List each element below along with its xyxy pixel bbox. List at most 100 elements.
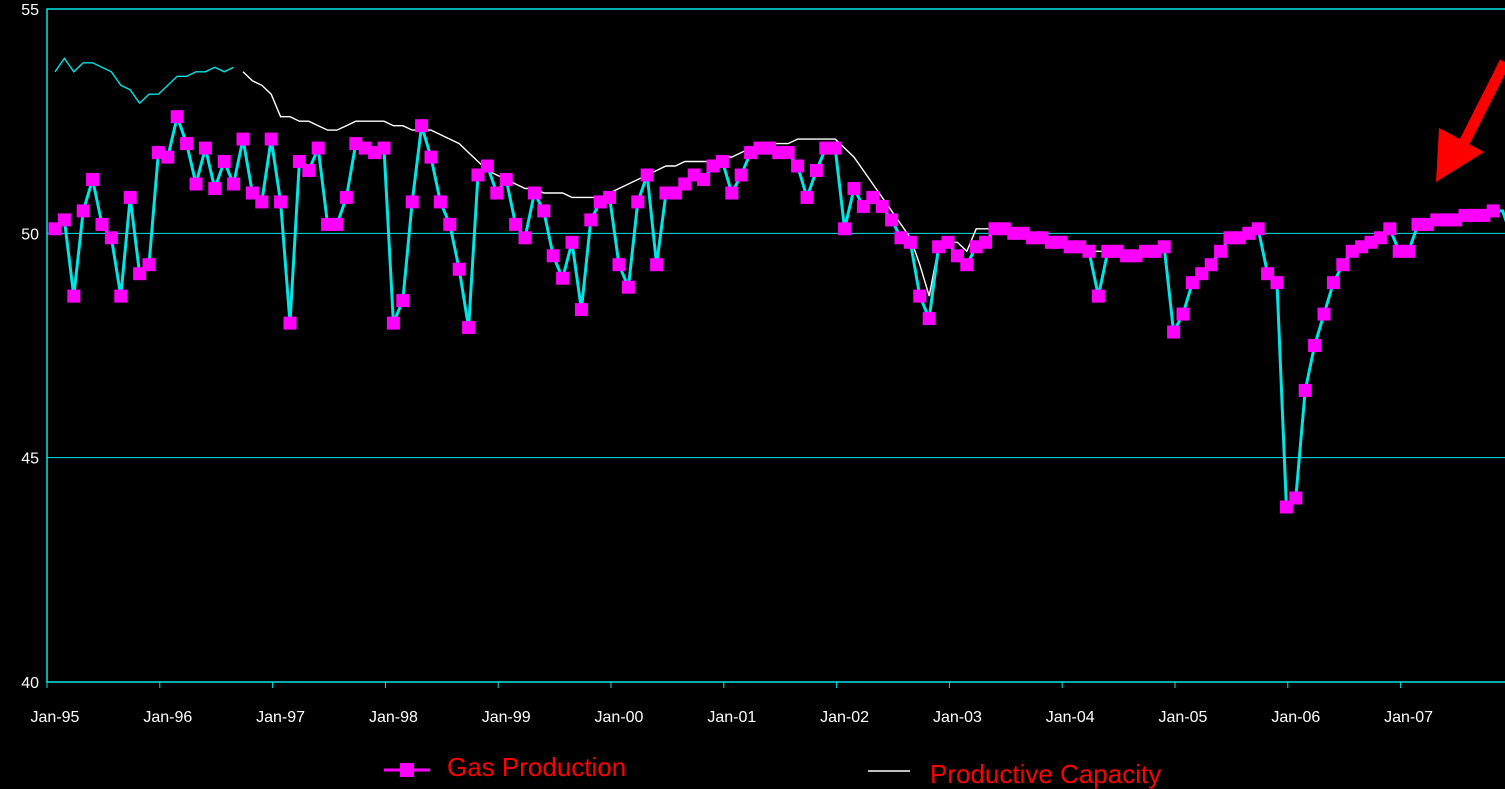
- series-line-gas-production: [53, 111, 1505, 511]
- data-point-gas-production: [499, 173, 513, 186]
- arrow-shaft: [1457, 59, 1505, 150]
- data-point-gas-production: [631, 195, 645, 209]
- data-point-gas-production: [960, 258, 974, 272]
- data-point-gas-production: [603, 190, 617, 204]
- series-line-productive-capacity-early: [54, 57, 234, 105]
- arrow-annotation: [1436, 59, 1505, 182]
- x-axis: Jan-95 Jan-96 Jan-97 Jan-98 Jan-99 Jan-0…: [31, 682, 1433, 726]
- data-point-gas-production: [1082, 244, 1096, 258]
- data-point-gas-production: [1289, 491, 1303, 505]
- data-point-gas-production: [621, 280, 635, 294]
- data-point-gas-production: [311, 141, 325, 155]
- x-tick-label: Jan-00: [595, 709, 644, 726]
- data-point-gas-production: [791, 159, 805, 173]
- data-point-gas-production: [490, 186, 504, 200]
- x-tick-label: Jan-04: [1046, 709, 1095, 726]
- data-point-gas-production: [1176, 307, 1190, 321]
- data-point-gas-production: [527, 186, 541, 200]
- data-point-gas-production: [86, 173, 100, 186]
- data-point-gas-production: [612, 258, 626, 272]
- arrow-head: [1436, 128, 1484, 182]
- data-point-gas-production: [1204, 258, 1218, 272]
- data-point-gas-production: [697, 173, 711, 186]
- data-point-gas-production: [1402, 244, 1416, 258]
- y-tick-label: 50: [21, 226, 39, 243]
- data-point-gas-production: [1486, 204, 1500, 218]
- data-point-gas-production: [556, 271, 570, 285]
- x-tick-label: Jan-97: [256, 709, 305, 726]
- data-point-gas-production: [302, 164, 316, 177]
- data-point-gas-production: [330, 217, 344, 231]
- series-line-productive-capacity: [242, 71, 1505, 509]
- data-point-gas-production: [386, 316, 400, 330]
- y-tick-label: 45: [21, 451, 39, 468]
- data-point-gas-production: [114, 289, 128, 303]
- data-point-gas-production: [208, 182, 222, 195]
- data-point-gas-production: [123, 190, 137, 204]
- data-point-gas-production: [546, 249, 560, 263]
- data-point-gas-production: [452, 262, 466, 276]
- data-point-gas-production: [443, 217, 457, 231]
- data-point-gas-production: [189, 177, 203, 191]
- data-point-gas-production: [1326, 276, 1340, 290]
- data-point-gas-production: [1308, 339, 1322, 352]
- data-point-gas-production: [217, 155, 231, 168]
- data-point-gas-production: [462, 321, 476, 335]
- data-point-gas-production: [875, 199, 889, 213]
- data-point-gas-production: [715, 155, 729, 168]
- legend-item-gas-production: Gas Production: [384, 752, 626, 782]
- data-point-gas-production: [650, 258, 664, 272]
- data-point-gas-production: [415, 119, 429, 133]
- y-tick-label: 55: [21, 2, 39, 19]
- data-point-gas-production: [565, 235, 579, 249]
- x-tick-label: Jan-07: [1384, 709, 1433, 726]
- x-tick-label: Jan-98: [369, 709, 418, 726]
- data-point-gas-production: [979, 235, 993, 249]
- data-point-gas-production: [180, 137, 194, 151]
- data-point-gas-production: [264, 132, 278, 146]
- data-point-gas-production: [509, 217, 523, 231]
- data-point-gas-production: [480, 159, 494, 173]
- data-point-gas-production: [828, 141, 842, 155]
- data-point-gas-production: [913, 289, 927, 303]
- data-point-gas-production: [1167, 325, 1181, 339]
- x-tick-label: Jan-95: [31, 709, 80, 726]
- data-point-gas-production: [941, 235, 955, 249]
- data-point-gas-production: [838, 222, 852, 236]
- data-point-gas-production: [574, 303, 588, 317]
- data-point-gas-production: [734, 168, 748, 182]
- data-point-gas-production: [781, 146, 795, 160]
- legend-marker-gas-production: [400, 763, 414, 777]
- x-tick-label: Jan-96: [143, 709, 192, 726]
- data-point-gas-production: [640, 168, 654, 182]
- x-tick-label: Jan-03: [933, 709, 982, 726]
- x-tick-label: Jan-06: [1271, 709, 1320, 726]
- data-point-gas-production: [76, 204, 90, 218]
- x-tick-label: Jan-01: [707, 709, 756, 726]
- data-point-gas-production: [396, 294, 410, 308]
- data-point-gas-production: [433, 195, 447, 209]
- data-point-gas-production: [283, 316, 297, 330]
- data-point-gas-production: [903, 235, 917, 249]
- data-point-gas-production: [847, 182, 861, 195]
- y-tick-label: 40: [21, 675, 39, 692]
- data-point-gas-production: [1091, 289, 1105, 303]
- data-point-gas-production: [424, 150, 438, 164]
- data-point-gas-production: [922, 312, 936, 326]
- data-point-gas-production: [1214, 244, 1228, 258]
- legend: Gas Production Productive Capacity: [384, 752, 1161, 789]
- data-point-gas-production: [274, 195, 288, 209]
- data-point-gas-production: [142, 258, 156, 272]
- data-point-gas-production: [1383, 222, 1397, 236]
- x-tick-label: Jan-05: [1159, 709, 1208, 726]
- data-point-gas-production: [405, 195, 419, 209]
- data-point-gas-production: [1157, 240, 1171, 254]
- data-point-gas-production: [236, 132, 250, 146]
- data-point-gas-production: [67, 289, 81, 303]
- plot-frame: [46, 8, 1505, 683]
- legend-label-gas-production: Gas Production: [447, 752, 626, 782]
- data-point-gas-production: [518, 231, 532, 245]
- data-point-gas-production: [885, 213, 899, 227]
- data-point-gas-production: [198, 141, 212, 155]
